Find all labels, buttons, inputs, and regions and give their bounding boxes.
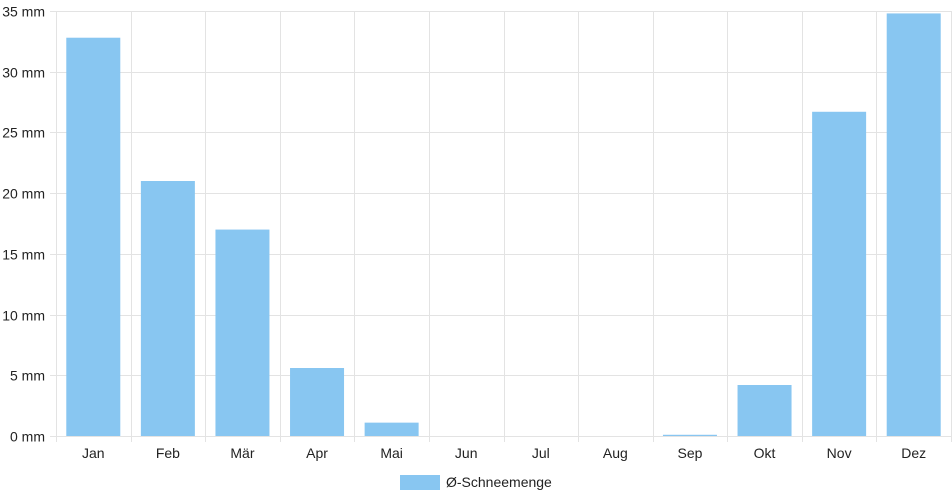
bar-okt[interactable] xyxy=(737,385,792,436)
bar-feb[interactable] xyxy=(140,181,195,436)
y-tick-label: 35 mm xyxy=(2,4,45,20)
y-axis: 0 mm 5 mm 10 mm 15 mm 20 mm 25 mm 30 mm 35 mm xyxy=(2,4,56,445)
x-tick-label: Apr xyxy=(306,445,328,461)
y-tick-label: 10 mm xyxy=(2,308,45,324)
x-tick-label: Okt xyxy=(754,445,776,461)
x-axis: Jan Feb Mär Apr Mai Jun Jul Aug Sep Okt Nov Dez xyxy=(82,445,926,461)
y-tick-label: 25 mm xyxy=(2,125,45,141)
bar-mai[interactable] xyxy=(364,422,419,436)
grid-lines xyxy=(56,11,952,442)
y-tick-label: 5 mm xyxy=(10,368,45,384)
bar-jan[interactable] xyxy=(66,37,121,436)
bar-sep[interactable] xyxy=(662,434,717,436)
x-tick-label: Nov xyxy=(827,445,852,461)
x-tick-label: Feb xyxy=(156,445,180,461)
legend-label[interactable]: Ø-Schneemenge xyxy=(446,474,552,490)
x-tick-label: Mai xyxy=(380,445,403,461)
bar-apr[interactable] xyxy=(290,368,345,436)
legend-swatch[interactable] xyxy=(400,475,440,490)
x-tick-label: Jan xyxy=(82,445,105,461)
y-tick-label: 15 mm xyxy=(2,247,45,263)
x-tick-label: Aug xyxy=(603,445,628,461)
x-tick-label: Jul xyxy=(532,445,550,461)
x-tick-label: Dez xyxy=(901,445,926,461)
x-tick-label: Jun xyxy=(455,445,478,461)
y-tick-label: 20 mm xyxy=(2,186,45,202)
bar-nov[interactable] xyxy=(812,111,867,437)
y-tick-label: 30 mm xyxy=(2,65,45,81)
x-tick-label: Mär xyxy=(230,445,254,461)
legend[interactable]: Ø-Schneemenge xyxy=(400,474,552,490)
bar-dez[interactable] xyxy=(886,13,941,437)
x-tick-label: Sep xyxy=(677,445,702,461)
bar-series xyxy=(66,13,941,437)
bar-mär[interactable] xyxy=(215,229,270,436)
y-tick-label: 0 mm xyxy=(10,429,45,445)
